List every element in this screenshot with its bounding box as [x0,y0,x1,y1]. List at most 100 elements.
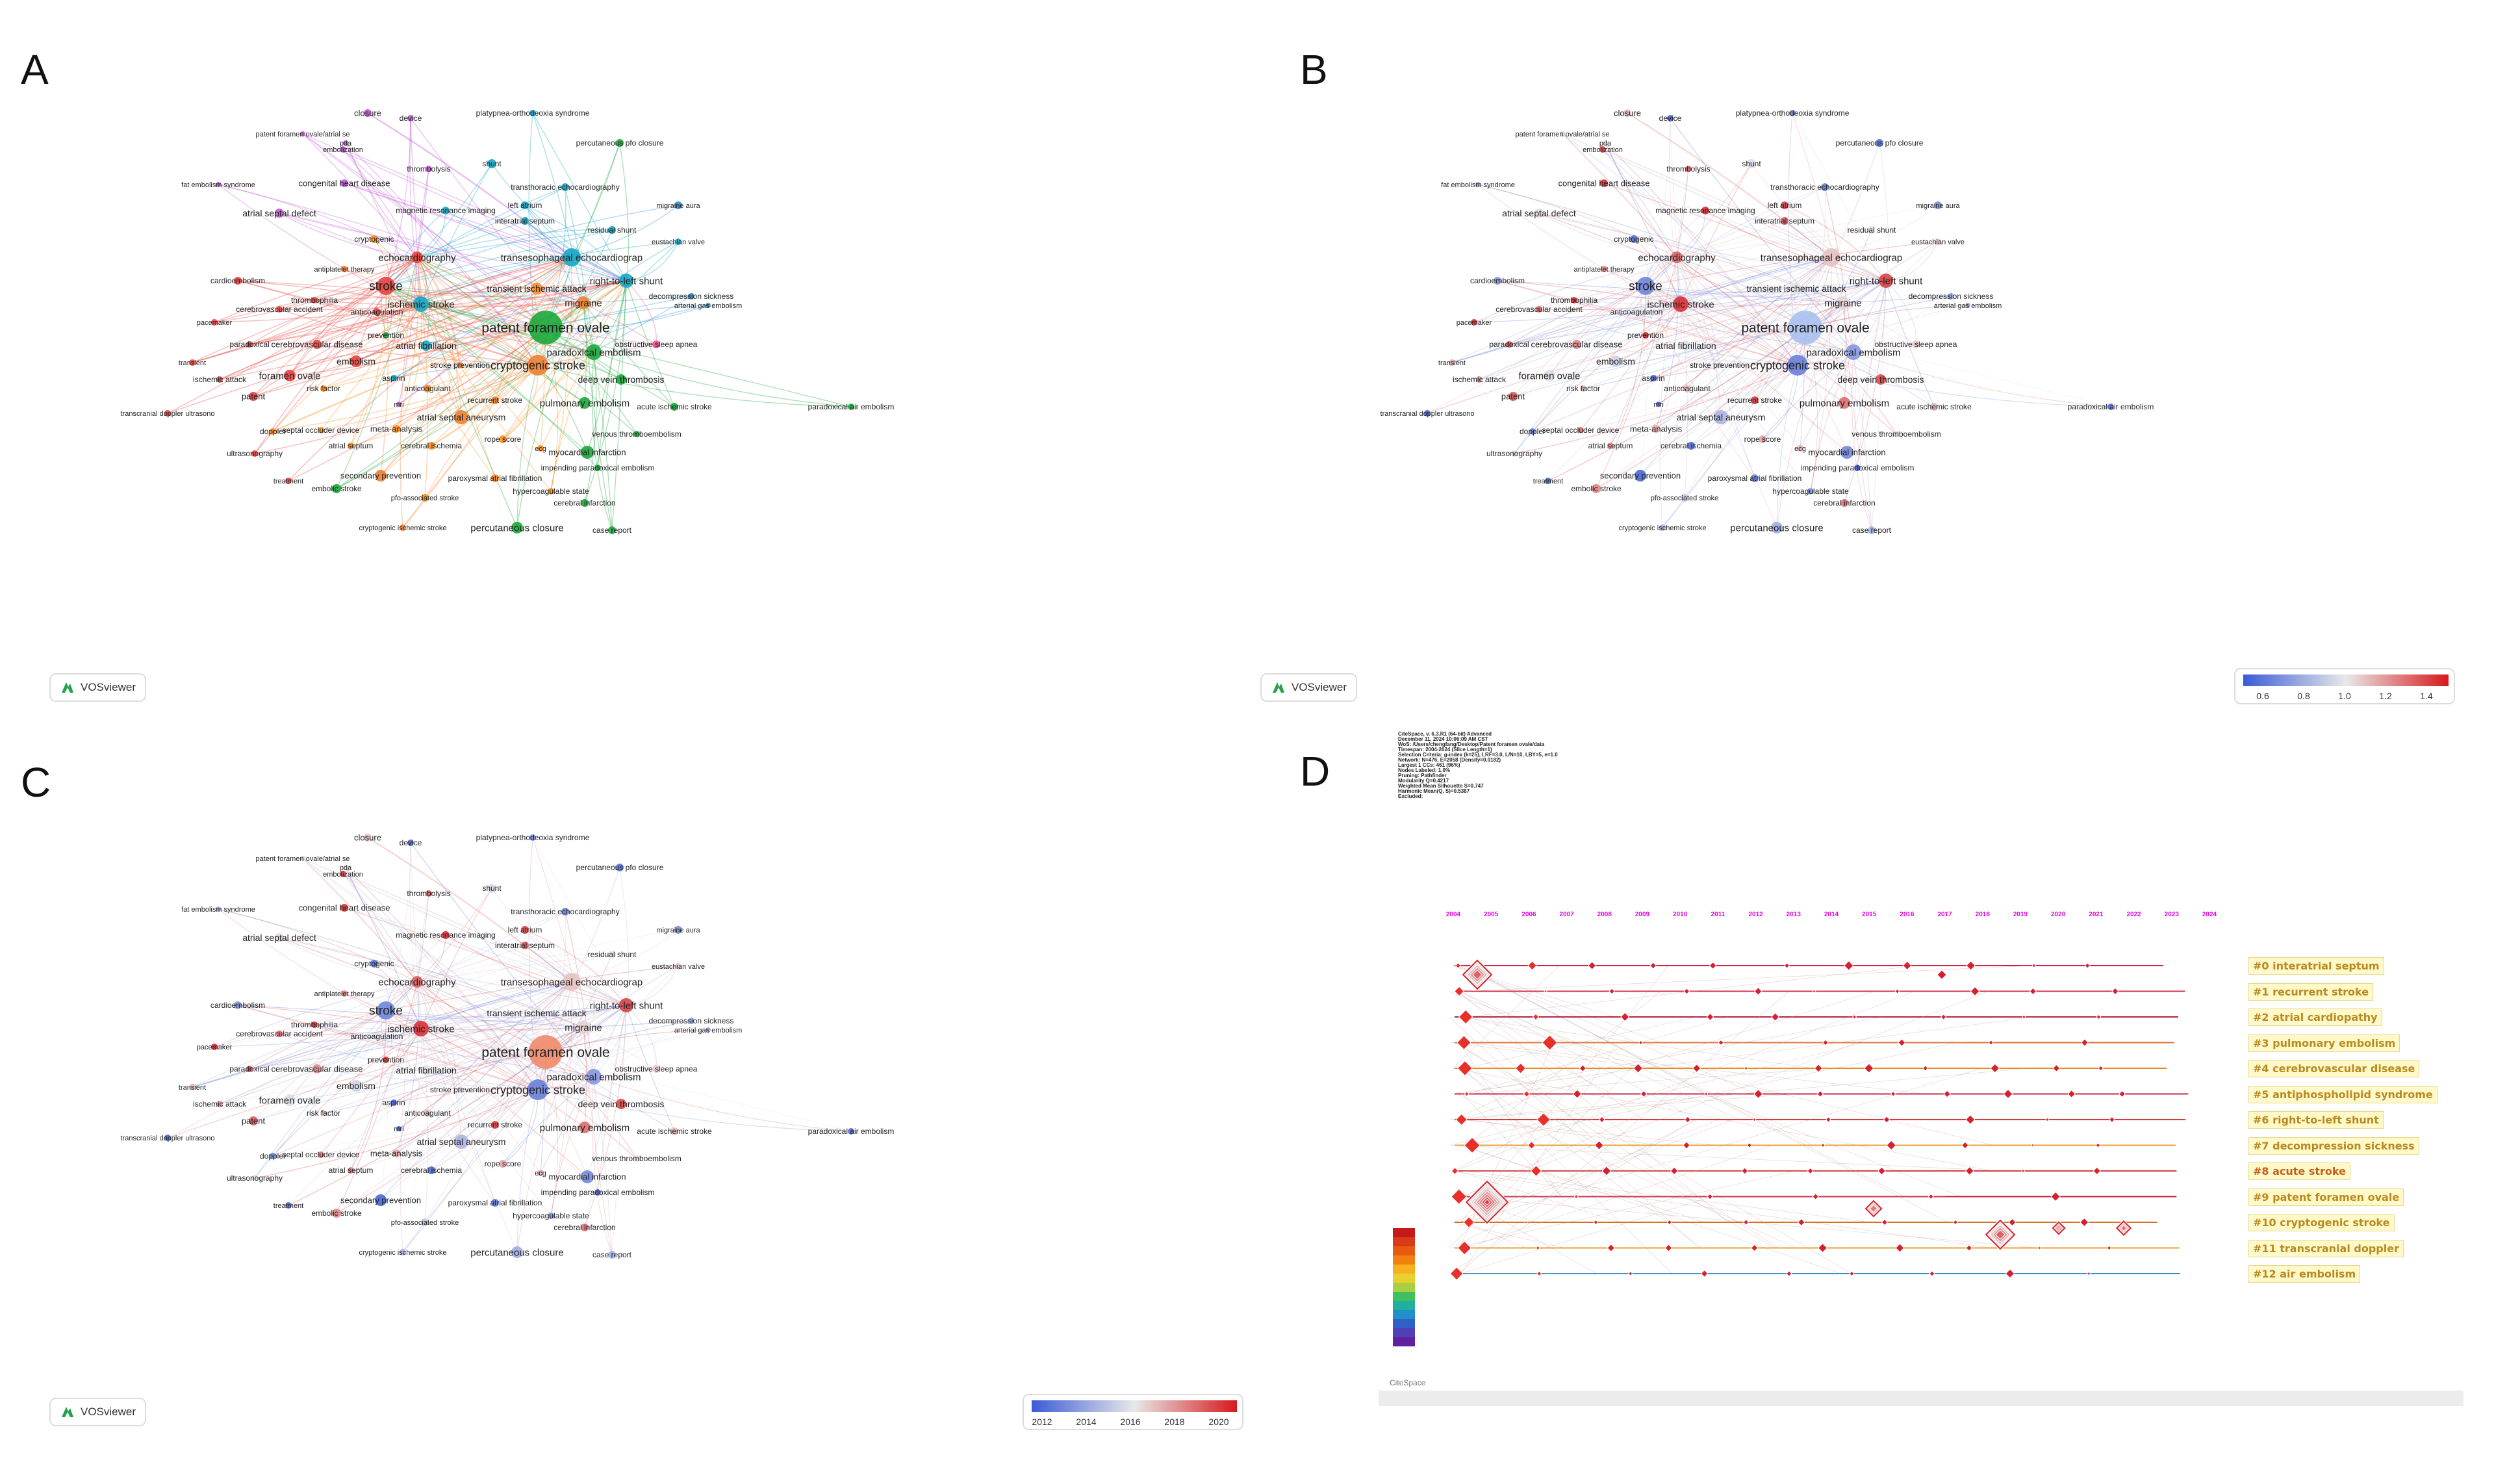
network-node[interactable] [652,1065,660,1073]
network-node[interactable] [548,488,554,494]
cited-reference-node[interactable] [1593,1220,1599,1225]
cited-reference-node[interactable] [2022,1014,2026,1020]
cluster-label[interactable]: #9 patent foramen ovale [2248,1188,2404,1206]
cited-reference-node[interactable] [1601,1166,1612,1176]
network-node[interactable] [608,1251,616,1259]
cited-reference-node[interactable] [2054,1223,2064,1233]
cited-reference-node[interactable] [1883,1116,1890,1124]
cited-reference-node[interactable] [1666,1219,1672,1226]
cited-reference-node[interactable] [2031,963,2037,968]
cited-reference-node[interactable] [1527,960,1537,971]
cited-reference-node[interactable] [1449,1266,1464,1281]
network-node[interactable] [311,1021,318,1028]
cited-reference-node[interactable] [1451,1188,1467,1205]
cited-reference-node[interactable] [2120,1225,2127,1231]
cited-reference-node[interactable] [2029,988,2037,995]
network-node[interactable] [373,1033,381,1040]
network-node[interactable] [521,217,529,225]
cited-reference-node[interactable] [1881,1219,1888,1226]
network-node[interactable] [670,1127,678,1135]
network-node[interactable] [350,355,362,367]
network-node[interactable] [383,332,389,339]
network-node[interactable] [1876,139,1883,147]
cluster-label[interactable]: #7 decompression sickness [2248,1137,2419,1155]
network-node[interactable] [581,446,594,459]
cited-reference-node[interactable] [1890,1091,1896,1097]
network-node[interactable] [1846,344,1861,360]
cited-reference-node[interactable] [1484,1199,1490,1205]
cited-reference-node[interactable] [2084,962,2091,969]
cited-reference-node[interactable] [1746,1142,1752,1148]
network-node[interactable] [1840,446,1853,459]
network-node[interactable] [234,277,242,285]
network-node[interactable] [442,207,450,214]
cited-reference-node[interactable] [1457,1060,1473,1076]
network-node[interactable] [300,856,305,861]
network-node[interactable] [427,442,435,450]
network-node[interactable] [276,1031,283,1037]
network-node[interactable] [1781,217,1788,225]
cited-reference-node[interactable] [2052,1064,2061,1072]
network-node[interactable] [1545,478,1551,484]
cluster-label[interactable]: #6 right-to-left shunt [2248,1111,2384,1129]
cited-reference-node[interactable] [1825,1116,1831,1123]
cited-reference-node[interactable] [2081,1038,2089,1047]
network-node[interactable] [531,283,542,294]
cited-reference-node[interactable] [1894,988,1900,994]
network-node[interactable] [1599,146,1606,153]
network-node[interactable] [285,478,292,484]
cited-reference-node[interactable] [1457,1035,1471,1050]
cited-reference-node[interactable] [1970,986,1980,996]
cited-reference-node[interactable] [1752,1117,1757,1122]
cluster-label[interactable]: #2 atrial cardiopathy [2248,1008,2382,1026]
network-node[interactable] [1536,306,1542,313]
cited-reference-node[interactable] [1598,1116,1605,1123]
network-node[interactable] [396,1126,401,1131]
network-node[interactable] [400,1249,406,1255]
network-node[interactable] [390,375,397,381]
cited-reference-node[interactable] [1852,1014,1857,1020]
cited-reference-node[interactable] [1902,961,1912,970]
cluster-label[interactable]: #11 transcranial doppler [2248,1239,2404,1257]
network-node[interactable] [442,931,450,939]
network-node[interactable] [375,470,387,482]
network-node[interactable] [413,296,429,312]
network-node[interactable] [1965,303,1970,308]
network-node[interactable] [563,248,581,266]
cited-reference-node[interactable] [1844,960,1854,971]
network-node[interactable] [457,362,463,368]
network-node[interactable] [341,990,348,997]
network-node[interactable] [249,392,258,401]
network-node[interactable] [1529,428,1536,435]
cited-reference-node[interactable] [1818,1243,1827,1253]
network-node[interactable] [594,1189,601,1196]
cluster-label[interactable]: #4 cerebrovascular disease [2248,1060,2420,1077]
cited-reference-node[interactable] [2096,1014,2102,1020]
cited-reference-node[interactable] [2031,1143,2035,1148]
cited-reference-node[interactable] [1455,962,1461,969]
cited-reference-node[interactable] [2008,1218,2017,1226]
cited-reference-node[interactable] [1573,1194,1579,1199]
cited-reference-node[interactable] [1965,1114,1976,1125]
network-node[interactable] [392,1149,400,1157]
network-node[interactable] [340,146,346,153]
network-node[interactable] [561,183,569,191]
cited-reference-node[interactable] [1628,1271,1633,1276]
network-node[interactable] [332,484,341,493]
network-node[interactable] [1673,296,1688,312]
network-node[interactable] [343,865,348,870]
network-node[interactable] [1751,474,1759,482]
network-node[interactable] [396,402,401,407]
network-node[interactable] [311,297,318,303]
network-node[interactable] [675,963,681,970]
cited-reference-node[interactable] [1812,989,1816,994]
cited-reference-node[interactable] [1620,1012,1630,1021]
network-node[interactable] [529,110,536,116]
network-node[interactable] [320,385,327,392]
cited-reference-node[interactable] [1683,988,1690,995]
cited-reference-node[interactable] [1886,1140,1896,1151]
network-node[interactable] [1683,385,1691,392]
network-node[interactable] [499,435,507,443]
network-node[interactable] [675,238,681,245]
cited-reference-node[interactable] [1515,1062,1526,1074]
